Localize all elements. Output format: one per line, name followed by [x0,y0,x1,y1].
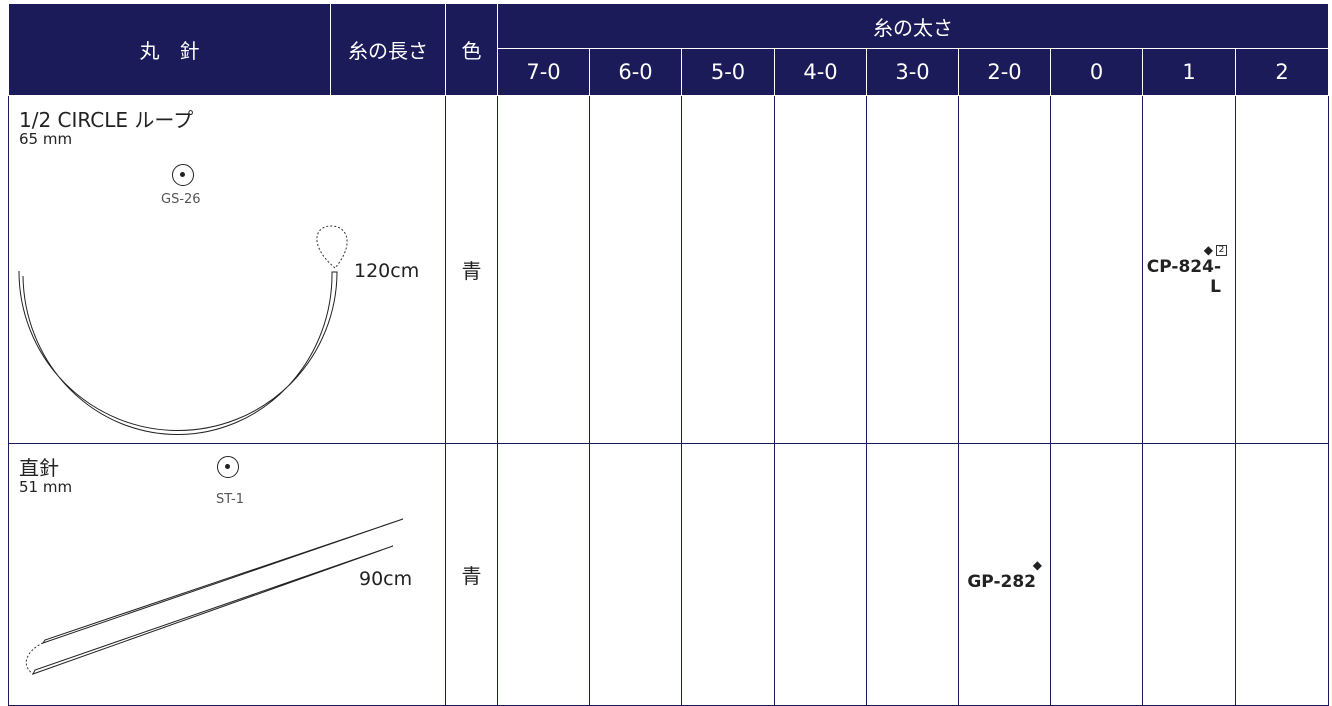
size-header: 6-0 [589,48,682,96]
product-mark: ◆ 2 [1143,243,1227,257]
size-header: 7-0 [497,48,590,96]
product-mark: ◆ [959,558,1042,572]
size-cell [589,95,682,444]
size-cell [866,443,959,706]
size-cell [866,95,959,444]
point-code: ST-1 [216,492,244,507]
product-code: GP-282 [967,571,1036,592]
product-code: CP-824-L [1146,256,1221,297]
color-cell: 青 [445,95,498,444]
size-header: 2 [1235,48,1329,96]
thread-length: 90cm [359,568,413,590]
size-cell [774,443,867,706]
size-header: 4-0 [774,48,867,96]
mark-symbol: ◆ [1203,242,1213,257]
note-box: 2 [1216,244,1227,256]
thread-length: 120cm [354,260,420,282]
needle-drawing [25,518,404,675]
color-cell: 青 [445,443,498,706]
size-cell [1050,95,1143,444]
size-cell [1050,443,1143,706]
size-cell [1142,443,1236,706]
needle-length: 65 mm [19,130,73,148]
size-header: 3-0 [866,48,959,96]
needle-name: 直針 [19,456,59,480]
size-cell [1235,95,1329,444]
header-size: 糸の太さ [497,3,1329,49]
needle-cell: 直針 51 mm ST-1 90cm [8,443,446,706]
size-cell: ◆ GP-282 [958,443,1051,706]
size-cell [497,443,590,706]
size-cell [497,95,590,444]
size-cell [958,95,1051,444]
needle-table: 丸 針 糸の長さ 色 糸の太さ 7-0 6-0 5-0 4-0 3-0 2-0 0 1 2 1/… [8,3,1329,706]
header-color: 色 [445,3,498,96]
needle-name: 1/2 CIRCLE ループ [19,108,194,132]
needle-cell: 1/2 CIRCLE ループ 65 mm GS-26 120cm [8,95,446,444]
header-length: 糸の長さ [330,3,446,96]
size-cell [774,95,867,444]
product: ◆ GP-282 [959,558,1050,592]
point-icon [217,456,239,478]
needle-drawing [18,225,348,436]
mark-symbol: ◆ [1032,557,1042,572]
product: ◆ 2 CP-824-L [1143,243,1235,297]
size-cell [589,443,682,706]
size-cell [681,443,775,706]
header-needle: 丸 針 [8,3,331,96]
needle-length: 51 mm [19,478,73,496]
point-code: GS-26 [161,192,201,207]
size-cell: ◆ 2 CP-824-L [1142,95,1236,444]
size-header: 2-0 [958,48,1051,96]
point-icon [172,164,194,186]
size-header: 1 [1142,48,1236,96]
size-header: 5-0 [681,48,775,96]
size-cell [681,95,775,444]
size-cell [1235,443,1329,706]
size-header: 0 [1050,48,1143,96]
